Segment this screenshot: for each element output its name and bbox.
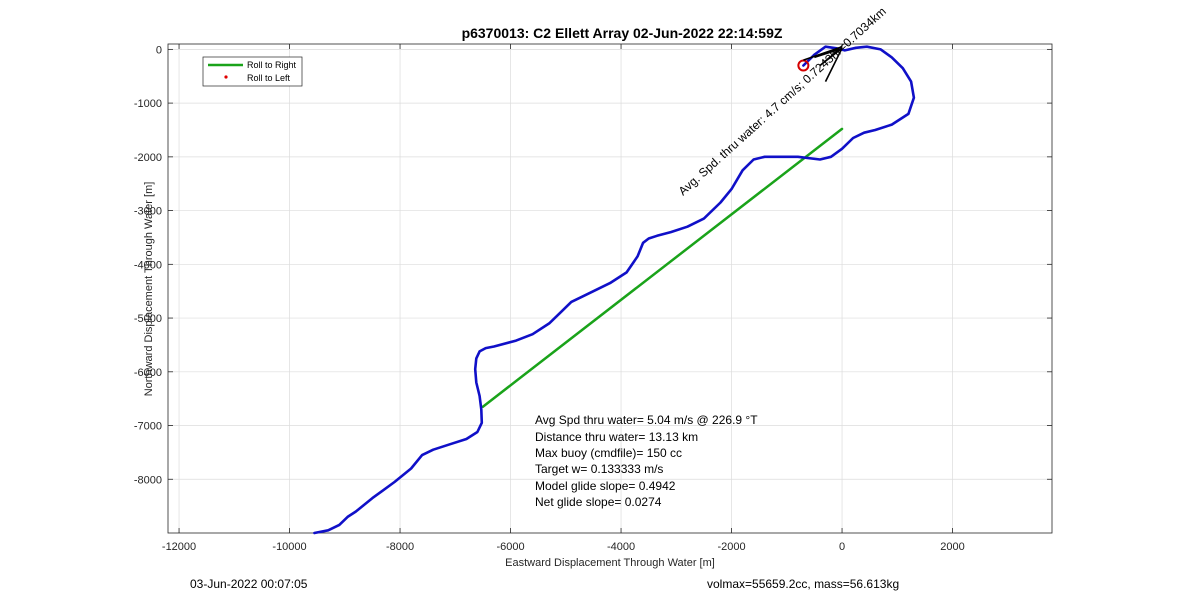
footer-volmax: volmax=55659.2cc, mass=56.613kg (707, 577, 899, 591)
stat-net-glide: Net glide slope= 0.0274 (535, 495, 662, 509)
legend-swatch-roll-left (224, 75, 228, 79)
x-tick-label: -6000 (496, 541, 524, 553)
y-tick-label: -7000 (134, 421, 162, 433)
stat-distance: Distance thru water= 13.13 km (535, 430, 698, 444)
legend: Roll to Right Roll to Left (202, 56, 303, 87)
x-tick-label: -2000 (717, 541, 745, 553)
series-layer (313, 45, 916, 535)
start-marker (797, 59, 810, 72)
y-tick-label: -2000 (134, 152, 162, 164)
x-tick-label: -12000 (162, 541, 196, 553)
x-tick-label: 0 (839, 541, 845, 553)
x-tick-label: -10000 (272, 541, 306, 553)
y-tick-label: -3000 (134, 206, 162, 218)
legend-label-roll-right: Roll to Right (247, 60, 297, 70)
y-tick-label: 0 (156, 44, 162, 56)
y-axis-label: Northward Displacement Through Water [m] (143, 182, 155, 397)
legend-box (202, 56, 303, 87)
series-track-line (313, 45, 916, 535)
stat-max-buoy: Max buoy (cmdfile)= 150 cc (535, 446, 682, 460)
plot-frame (167, 43, 1053, 534)
stat-target-w: Target w= 0.133333 m/s (535, 462, 663, 476)
stats-block: Avg Spd thru water= 5.04 m/s @ 226.9 °T … (535, 413, 758, 509)
grid (168, 44, 1052, 533)
stat-model-glide: Model glide slope= 0.4942 (535, 479, 676, 493)
chart-title: p6370013: C2 Ellett Array 02-Jun-2022 22… (462, 25, 783, 41)
legend-label-roll-left: Roll to Left (247, 73, 291, 83)
x-tick-label: -8000 (386, 541, 414, 553)
footer-date: 03-Jun-2022 00:07:05 (190, 577, 308, 591)
y-tick-label: -1000 (134, 98, 162, 110)
current-arrows (803, 45, 843, 82)
axis-ticks: -12000 -10000 -8000 -6000 -4000 -2000 0 2000 0 -1… (134, 44, 1052, 553)
y-tick-label: -5000 (134, 313, 162, 325)
x-axis-label: Eastward Displacement Through Water [m] (505, 557, 715, 569)
x-tick-label: 2000 (940, 541, 964, 553)
y-tick-label: -4000 (134, 259, 162, 271)
y-tick-label: -8000 (134, 474, 162, 486)
x-tick-label: -4000 (607, 541, 635, 553)
y-tick-label: -6000 (134, 367, 162, 379)
series-roll-right-line (481, 127, 844, 408)
stat-avg-speed: Avg Spd thru water= 5.04 m/s @ 226.9 °T (535, 413, 758, 427)
